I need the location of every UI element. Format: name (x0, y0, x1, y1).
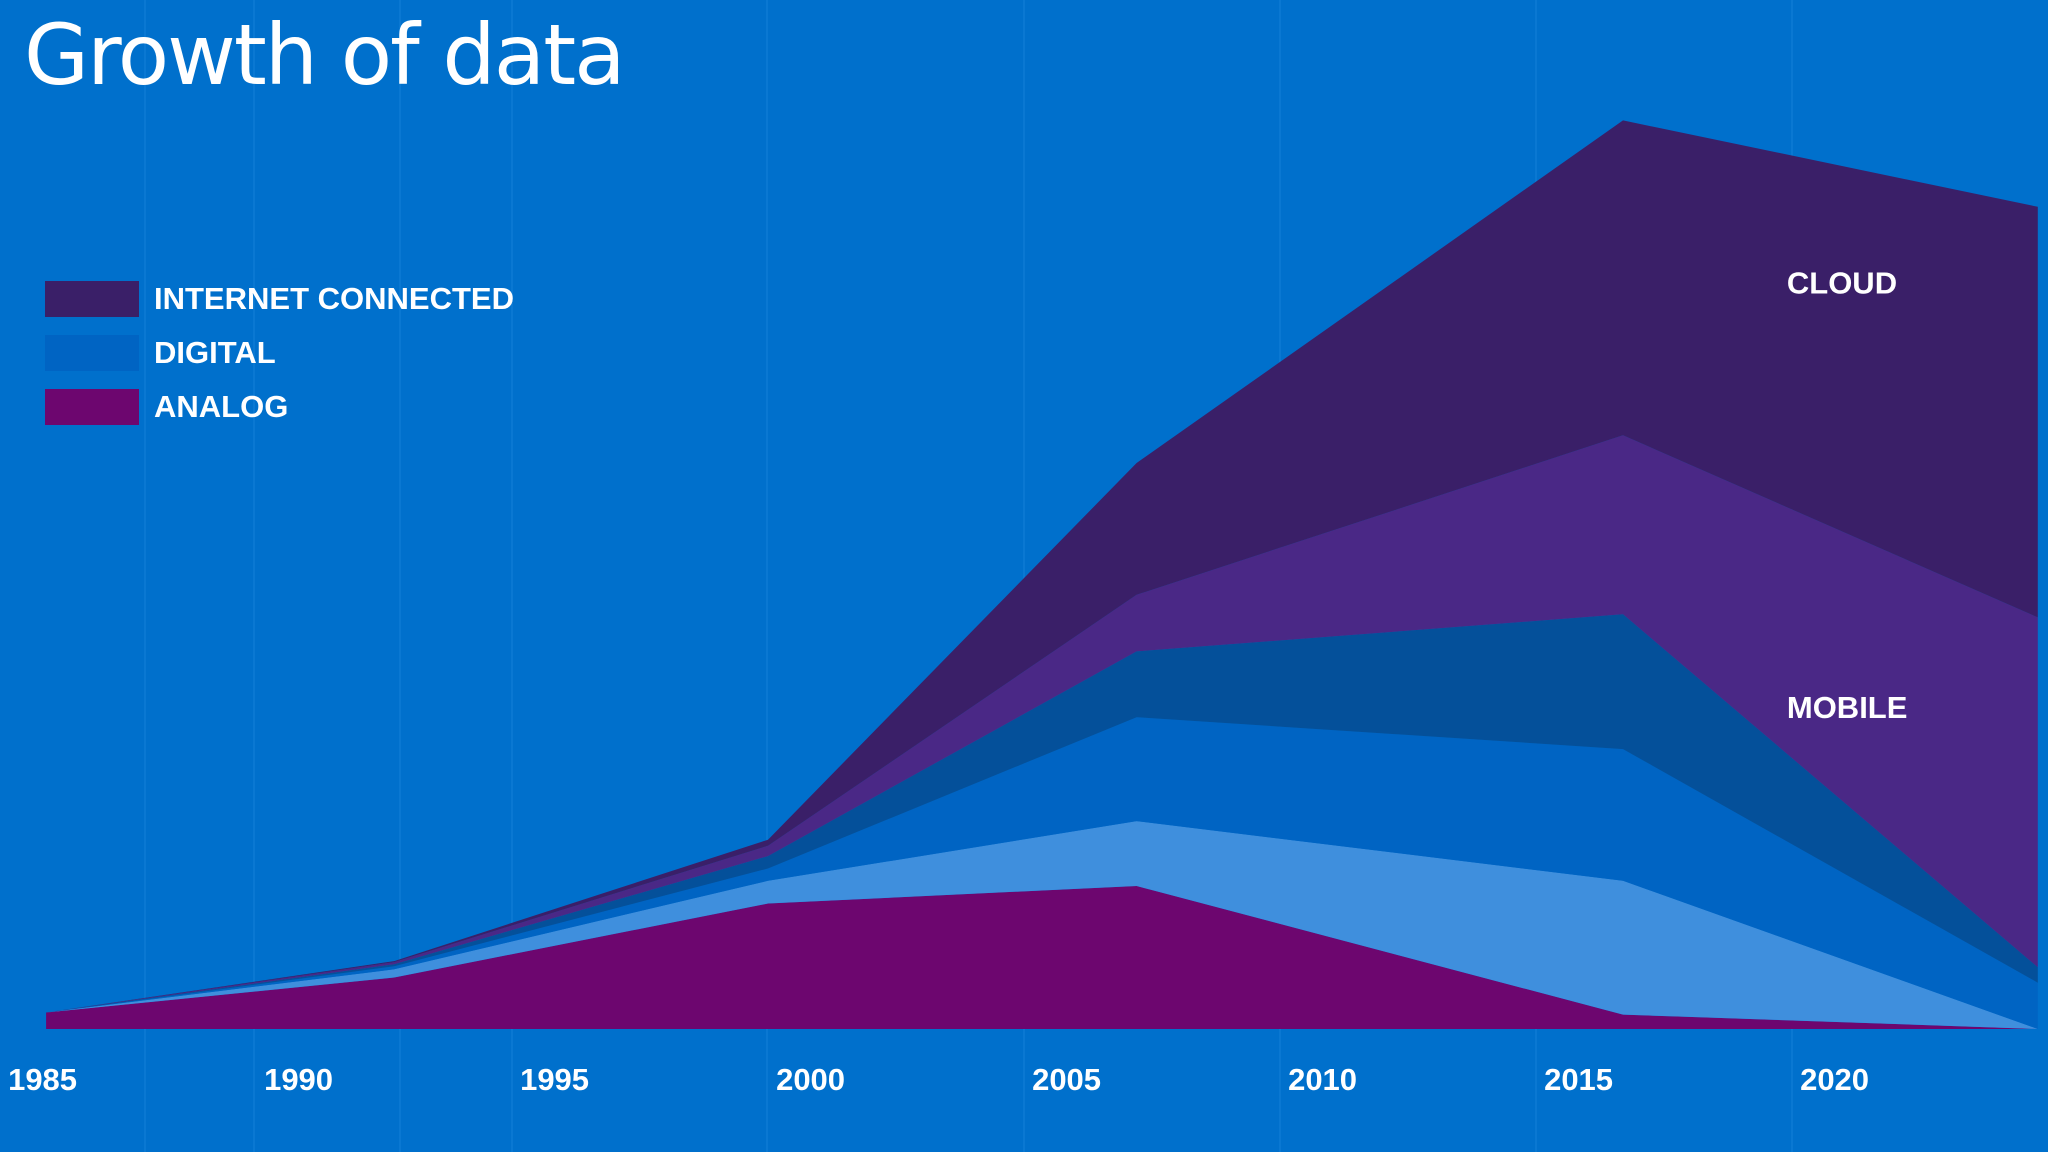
legend: INTERNET CONNECTED DIGITAL ANALOG (45, 272, 514, 434)
x-tick-2010: 2010 (1288, 1062, 1357, 1097)
region-label-cloud: CLOUD (1787, 265, 1897, 300)
area-analog (46, 886, 2038, 1029)
x-tick-1985: 1985 (8, 1062, 77, 1097)
legend-swatch-digital (45, 335, 139, 371)
x-tick-1990: 1990 (264, 1062, 333, 1097)
legend-label-analog: ANALOG (154, 389, 289, 424)
legend-label-digital: DIGITAL (154, 335, 276, 370)
x-tick-1995: 1995 (520, 1062, 589, 1097)
x-tick-2020: 2020 (1800, 1062, 1869, 1097)
legend-swatch-internet-connected (45, 281, 139, 317)
area-mobile (46, 435, 2038, 1013)
area-cloud (46, 120, 2038, 1013)
legend-item-analog: ANALOG (45, 380, 514, 434)
legend-label-internet-connected: INTERNET CONNECTED (154, 281, 514, 316)
legend-item-internet-connected: INTERNET CONNECTED (45, 272, 514, 326)
legend-item-digital: DIGITAL (45, 326, 514, 380)
x-axis-ticks: 1985 1990 1995 2000 2005 2010 2015 2020 (8, 1062, 1869, 1097)
page-title: Growth of data (24, 6, 626, 104)
area-digital-mid (46, 717, 2038, 1029)
x-tick-2005: 2005 (1032, 1062, 1101, 1097)
stacked-areas (46, 120, 2038, 1029)
x-tick-2000: 2000 (776, 1062, 845, 1097)
legend-swatch-analog (45, 389, 139, 425)
region-label-mobile: MOBILE (1787, 690, 1908, 725)
area-digital-light (46, 821, 2038, 1029)
region-labels: CLOUD MOBILE (1787, 265, 1908, 725)
x-tick-2015: 2015 (1544, 1062, 1613, 1097)
area-digital-dark (46, 614, 2038, 1013)
